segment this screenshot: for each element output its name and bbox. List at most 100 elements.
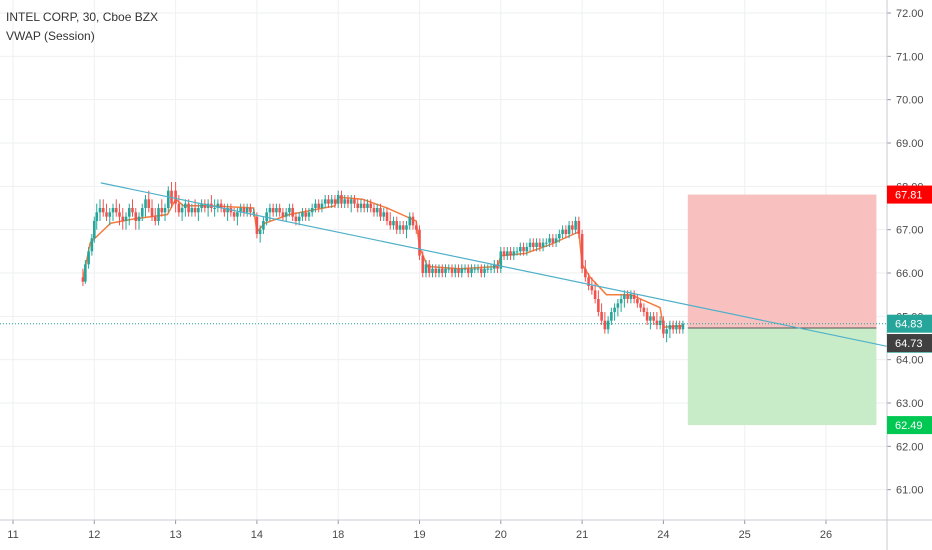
candle: [177, 195, 181, 217]
candle: [323, 195, 327, 208]
candle: [140, 203, 144, 221]
candle-body: [193, 208, 197, 213]
candle: [431, 264, 434, 278]
candle-body: [187, 203, 190, 213]
candle: [346, 195, 350, 208]
candle-body: [457, 268, 460, 273]
candle: [379, 203, 382, 221]
candle-body: [236, 212, 239, 217]
candle: [190, 203, 194, 217]
candle: [275, 203, 278, 217]
candle: [492, 260, 496, 273]
candle: [203, 199, 207, 213]
candle: [359, 199, 363, 213]
candle: [470, 264, 473, 278]
candle: [278, 203, 281, 217]
candle-body: [278, 208, 281, 213]
candle-body: [509, 251, 512, 256]
candle: [564, 225, 568, 239]
candle-body: [668, 325, 672, 330]
candle: [317, 199, 320, 213]
x-tick-label: 13: [169, 529, 181, 541]
candle-body: [398, 225, 402, 230]
candle: [405, 221, 408, 239]
candle-body: [223, 208, 226, 213]
candle-body: [200, 203, 203, 208]
candle-body: [157, 208, 160, 221]
price-tag-label: 64.73: [895, 338, 923, 350]
candle-body: [408, 216, 412, 226]
x-tick-label: 26: [820, 529, 832, 541]
candle: [603, 312, 607, 334]
candle-body: [249, 208, 252, 213]
y-tick-label: 61.00: [896, 485, 924, 497]
candle-body: [603, 320, 607, 330]
candle: [258, 225, 262, 243]
y-tick-label: 62.00: [896, 441, 924, 453]
chart-legend: INTEL CORP, 30, Cboe BZX VWAP (Session): [6, 8, 158, 46]
candle-body: [252, 212, 255, 214]
candle: [150, 199, 154, 221]
candle-body: [265, 212, 268, 221]
candle-body: [551, 238, 555, 243]
y-tick-label: 71.00: [896, 51, 924, 63]
candle: [200, 199, 203, 213]
candle-body: [610, 312, 613, 321]
candle: [281, 208, 285, 221]
price-tag-bg: [887, 185, 932, 204]
candle: [655, 312, 659, 330]
candle-body: [502, 251, 506, 256]
candle: [93, 216, 96, 243]
candle-body: [538, 242, 542, 247]
candle-body: [160, 208, 164, 213]
candle-body: [288, 208, 291, 213]
candle: [457, 264, 460, 278]
candle-body: [597, 299, 600, 312]
candle-body: [140, 208, 144, 217]
x-tick-label: 18: [332, 529, 344, 541]
candle: [616, 299, 620, 317]
candle: [137, 212, 141, 230]
candle: [124, 212, 128, 230]
candle: [395, 216, 399, 234]
candle-body: [616, 303, 620, 308]
candle-body: [153, 216, 157, 221]
y-tick-label: 67.00: [896, 225, 924, 237]
y-tick-label: 72.00: [896, 8, 924, 20]
candle: [450, 264, 454, 278]
candle-body: [87, 251, 90, 265]
candle: [163, 203, 167, 221]
candle: [548, 234, 551, 247]
candle-body: [434, 268, 438, 273]
candle: [545, 238, 548, 247]
candle-body: [262, 221, 265, 230]
candle: [369, 199, 373, 213]
candle-body: [626, 294, 629, 299]
x-tick-label: 20: [495, 529, 507, 541]
candle: [610, 307, 613, 325]
candle: [662, 316, 665, 338]
candle-body: [658, 320, 662, 325]
indicator-label[interactable]: VWAP (Session): [6, 29, 95, 43]
candle-body: [571, 225, 574, 230]
candle-body: [84, 264, 87, 282]
candle: [421, 251, 425, 278]
chart-title[interactable]: INTEL CORP, 30, Cboe BZX: [6, 10, 159, 24]
candle-body: [114, 208, 118, 213]
candle-body: [489, 268, 493, 270]
candle: [424, 260, 428, 278]
y-tick-label: 70.00: [896, 95, 924, 107]
candle-body: [564, 229, 568, 234]
candle-body: [629, 294, 633, 299]
candle-body: [356, 203, 360, 208]
candle: [489, 264, 493, 273]
candle-body: [118, 212, 121, 217]
candle: [658, 316, 662, 330]
candle-body: [466, 268, 470, 273]
candle: [271, 203, 275, 217]
candle: [502, 247, 506, 260]
candle-body: [392, 221, 395, 226]
